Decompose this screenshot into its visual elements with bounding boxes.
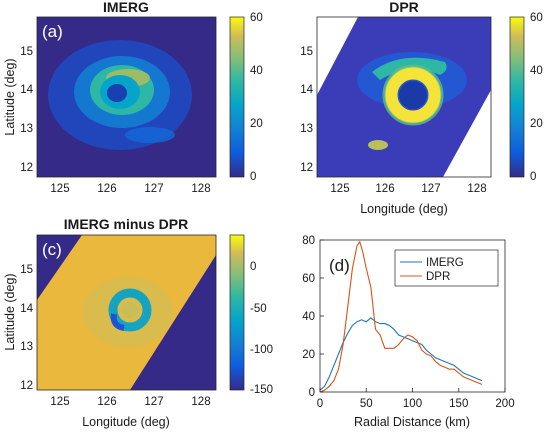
panel-b-x-ticks: 125 126 127 128 xyxy=(330,183,486,195)
panel-a-colorbar-tick: 40 xyxy=(250,65,263,77)
panel-c-x-ticks: 125 126 127 128 xyxy=(50,396,210,408)
panel-c-ytick: 12 xyxy=(20,380,33,392)
panel-d-xtick: 50 xyxy=(360,398,373,410)
panel-b-xlabel: Longitude (deg) xyxy=(360,202,448,216)
panel-b-ytick: 13 xyxy=(300,123,313,135)
panel-a-title: IMERG xyxy=(103,0,149,15)
panel-a-ylabel: Latitude (deg) xyxy=(3,58,17,135)
panel-d-ytick: 0 xyxy=(309,387,315,399)
panel-b-heatmap xyxy=(317,17,491,177)
panel-a-y-ticks: 12 13 14 15 xyxy=(20,46,33,174)
panel-d-ytick: 40 xyxy=(302,311,315,323)
panel-c-ytick: 14 xyxy=(20,303,33,315)
panel-b-colorbar-scale xyxy=(509,16,525,178)
panel-d-xlabel: Radial Distance (km) xyxy=(354,415,470,429)
panel-d-xtick: 150 xyxy=(449,398,468,410)
panel-c-xlabel: Longitude (deg) xyxy=(82,415,170,429)
panel-c-xtick: 128 xyxy=(191,396,210,408)
panel-c-label: (c) xyxy=(42,240,62,259)
panel-d-series-imerg xyxy=(320,317,483,391)
panel-a-xtick: 127 xyxy=(144,183,163,195)
panel-a-colorbar: 0 20 40 60 xyxy=(229,12,263,183)
panel-b-colorbar-tick: 60 xyxy=(530,12,543,24)
panel-d-ytick: 60 xyxy=(302,273,315,285)
panel-b-colorbar: 0 20 40 60 xyxy=(509,12,543,183)
panel-a-frame xyxy=(36,16,217,178)
panel-c-y-ticks: 12 13 14 15 xyxy=(20,264,33,392)
panel-a-xtick: 128 xyxy=(191,183,210,195)
panel-d-series-dpr xyxy=(320,240,483,392)
panel-c-title: IMERG minus DPR xyxy=(64,216,188,232)
panel-c-colorbar-tick: -100 xyxy=(250,344,273,356)
panel-b-frame xyxy=(316,16,492,178)
panel-dpr: DPR (b) 125 126 127 128 12 13 14 15 xyxy=(300,0,543,216)
panel-b-title: DPR xyxy=(389,0,419,15)
panel-c-eyewall-deficit xyxy=(110,313,125,331)
panel-b-eyewall-edge xyxy=(382,64,444,126)
panel-d-xtick: 0 xyxy=(317,398,323,410)
panel-b-colorbar-tick: 20 xyxy=(530,118,543,130)
panel-c-colorbar-tick: -50 xyxy=(250,303,267,315)
panel-c-colorbar-scale xyxy=(229,234,245,391)
panel-d-legend-entry: IMERG xyxy=(426,257,464,269)
panel-d-ytick: 20 xyxy=(302,349,315,361)
panel-a-x-ticks: 125 126 127 128 xyxy=(50,183,210,195)
panel-c-ytick: 13 xyxy=(20,341,33,353)
panel-a-xtick: 126 xyxy=(97,183,116,195)
panel-c-ytick: 15 xyxy=(20,264,33,276)
panel-d-axes: 0 50 100 150 200 0 20 40 60 80 xyxy=(302,235,514,410)
panel-b-colorbar-tick: 0 xyxy=(530,171,536,183)
panel-d-frame xyxy=(319,239,506,393)
panel-imerg: IMERG (a) 125 126 127 128 12 13 1 xyxy=(3,0,263,195)
panel-b-xtick: 128 xyxy=(467,183,486,195)
panel-c-colorbar-tick: 0 xyxy=(250,261,256,273)
panel-d-legend-box xyxy=(394,249,499,287)
panel-a-heatmap xyxy=(37,17,216,177)
panel-a-ytick: 15 xyxy=(20,46,33,58)
panel-d-legend-entry: DPR xyxy=(426,271,450,283)
panel-b-y-ticks: 12 13 14 15 xyxy=(300,46,313,174)
panel-c-xtick: 125 xyxy=(50,396,69,408)
panel-a-label: (a) xyxy=(42,22,63,41)
panel-c-heatmap xyxy=(37,235,216,390)
panel-d-series xyxy=(320,240,483,392)
panel-a-eye xyxy=(107,84,127,102)
panel-a-ytick: 13 xyxy=(20,123,33,135)
panel-b-xtick: 126 xyxy=(375,183,394,195)
panel-a-ytick: 12 xyxy=(20,162,33,174)
panel-b-xtick: 125 xyxy=(330,183,349,195)
panel-c-xtick: 127 xyxy=(144,396,163,408)
panel-a-xtick: 125 xyxy=(50,183,69,195)
panel-d-legend: IMERG DPR xyxy=(394,249,499,287)
panel-b-south-cell xyxy=(368,140,388,150)
panel-a-ytick: 14 xyxy=(20,84,33,96)
panel-c-colorbar-tick: -150 xyxy=(250,384,273,396)
panel-b-colorbar-tick: 40 xyxy=(530,65,543,77)
panel-radial-profile: 0 50 100 150 200 0 20 40 60 80 (d) IMERG DPR Radia… xyxy=(302,235,514,429)
panel-c-eye xyxy=(122,302,138,318)
panel-b-ytick: 14 xyxy=(300,84,313,96)
panel-c-ylabel: Latitude (deg) xyxy=(3,273,17,350)
panel-b-ytick: 12 xyxy=(300,162,313,174)
panel-b-eye xyxy=(399,81,427,109)
panel-a-colorbar-tick: 20 xyxy=(250,118,263,130)
panel-c-xtick: 126 xyxy=(97,396,116,408)
panel-b-ytick: 15 xyxy=(300,46,313,58)
panel-b-xtick: 127 xyxy=(421,183,440,195)
panel-difference: IMERG minus DPR (c) 125 126 127 128 12 1… xyxy=(3,216,273,429)
panel-a-colorbar-tick: 60 xyxy=(250,12,263,24)
panel-d-ytick: 80 xyxy=(302,235,315,247)
panel-d-xtick: 200 xyxy=(495,398,514,410)
panel-a-colorbar-scale xyxy=(229,16,245,178)
panel-b-eyewall xyxy=(384,66,442,124)
panel-c-colorbar: 0 -50 -100 -150 xyxy=(229,234,273,396)
panel-c-frame xyxy=(36,234,217,391)
panel-a-colorbar-tick: 0 xyxy=(250,171,256,183)
panel-d-label: (d) xyxy=(329,256,350,275)
panel-c-eyewall-ring xyxy=(108,288,152,332)
panel-b-label: (b) xyxy=(321,22,342,41)
panel-a-south-band xyxy=(125,127,175,143)
panel-d-xtick: 100 xyxy=(403,398,422,410)
